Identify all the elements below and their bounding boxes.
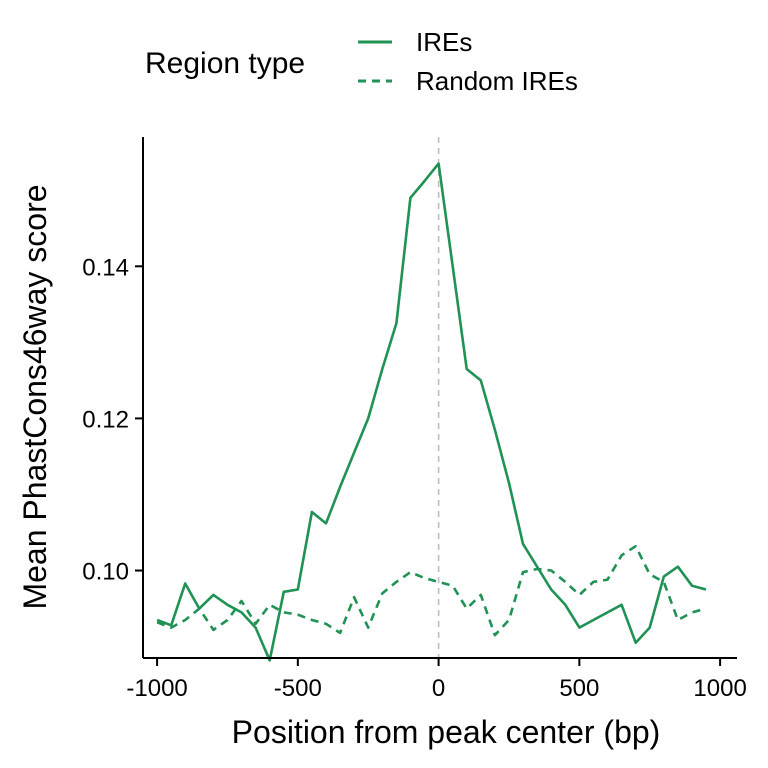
y-tick-label: 0.12 — [82, 406, 129, 433]
y-tick-label: 0.10 — [82, 559, 129, 586]
y-tick-label: 0.14 — [82, 254, 129, 281]
y-axis-ticks: 0.10 0.12 0.14 — [82, 254, 143, 586]
x-axis-title: Position from peak center (bp) — [232, 714, 661, 750]
legend-label-random-ires: Random IREs — [416, 66, 578, 96]
series-line-ires — [156, 162, 707, 662]
x-tick-label: -1000 — [126, 675, 187, 702]
series-line-random-ires — [156, 544, 707, 637]
x-tick-label: 500 — [559, 675, 599, 702]
x-tick-label: 1000 — [693, 675, 746, 702]
x-axis-ticks: -1000 -500 0 500 1000 — [126, 658, 747, 702]
x-tick-label: -500 — [274, 675, 322, 702]
y-axis-title: Mean PhastCons46way score — [17, 184, 53, 609]
legend: Region type IREs Random IREs — [145, 27, 578, 96]
x-tick-label: 0 — [432, 675, 445, 702]
legend-title: Region type — [145, 47, 305, 80]
legend-label-ires: IREs — [416, 27, 472, 57]
